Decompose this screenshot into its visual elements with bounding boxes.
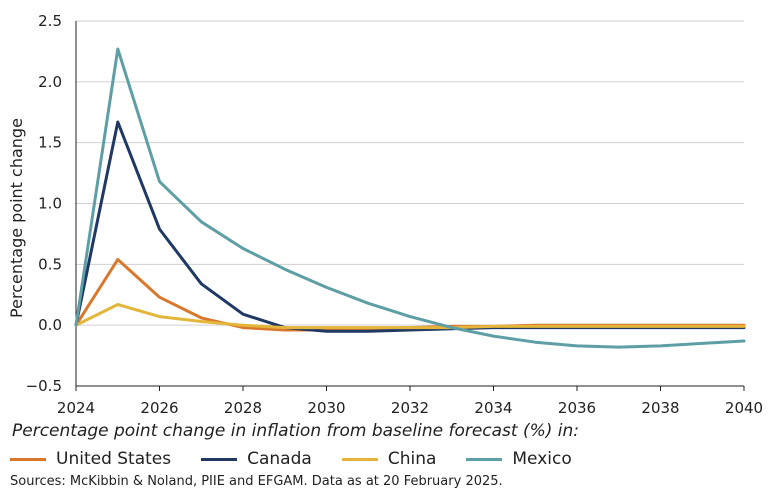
y-tick-label: 2.0 [38,73,62,91]
series-line-china [74,303,746,330]
legend-label: Mexico [512,449,572,469]
x-tick-labels: 2024 2026 2028 2030 2032 2034 2036 2038 2040 [57,399,763,417]
legend-label: Canada [247,449,312,469]
series-line-mexico [74,47,746,349]
legend: United States Canada China Mexico [10,449,602,469]
x-tick-label: 2028 [224,399,262,417]
x-tick-label: 2030 [307,399,345,417]
legend-swatch [341,457,378,461]
line-chart: 2.52.01.51.00.50.0−0.5 2024 2026 2028 2030 2… [7,12,763,417]
y-axis-label: Percentage point change [7,118,26,318]
y-tick-label: −0.5 [26,377,62,395]
legend-item-mexico: Mexico [466,449,572,469]
legend-label: China [387,449,437,469]
legend-item-china: China [341,449,437,469]
y-tick-labels: 2.5 2.0 1.5 1.0 0.5 0.0 −0.5 [26,12,62,395]
series-lines [74,47,746,349]
series-line-canada [74,120,746,333]
x-tick-label: 2024 [57,399,95,417]
y-tick-label: 0.5 [38,255,62,273]
y-tick-label: 1.0 [38,195,62,213]
x-tick-label: 2036 [558,399,596,417]
legend-label: United States [56,449,172,469]
x-tick-label: 2032 [391,399,429,417]
x-tick-label: 2040 [725,399,763,417]
legend-item-canada: Canada [201,449,312,469]
y-tick-label: 1.5 [38,134,62,152]
source-note: Sources: McKibbin & Noland, PIIE and EFG… [10,474,503,489]
legend-title: Percentage point change in inflation fro… [12,421,580,441]
x-tick-label: 2034 [474,399,512,417]
legend-swatch [10,457,46,461]
legend-item-united-states: United States [10,449,171,469]
x-tick-label: 2026 [140,399,178,417]
axes [75,21,745,391]
y-tick-label: 0.0 [38,316,62,334]
legend-swatch [201,457,238,461]
x-tick-label: 2038 [641,399,679,417]
legend-swatch [466,457,503,461]
y-tick-label: 2.5 [38,12,62,30]
